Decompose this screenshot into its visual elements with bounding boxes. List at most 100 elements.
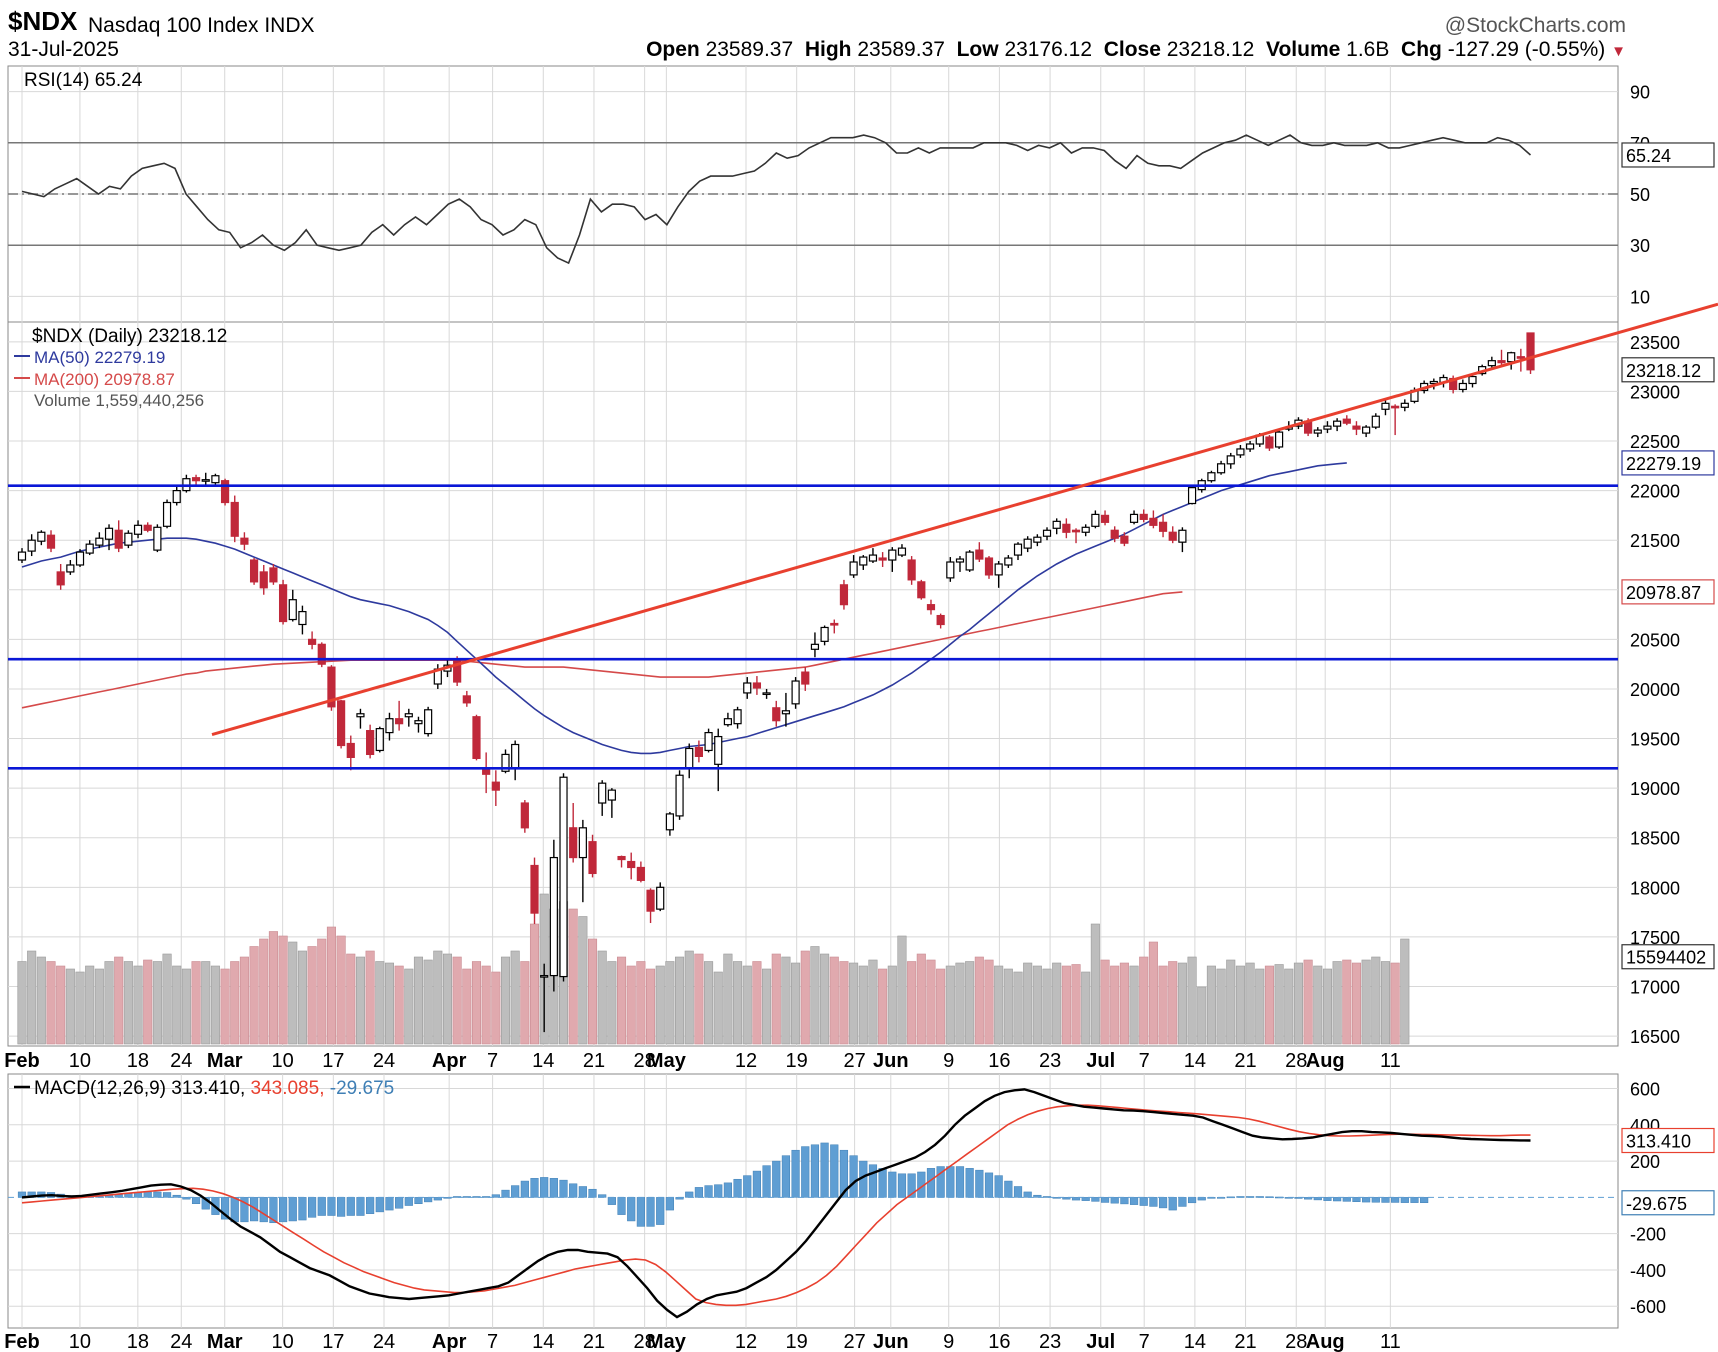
date-tick-label: 14 bbox=[532, 1050, 554, 1072]
date-tick-label: 24 bbox=[170, 1050, 192, 1072]
histogram-bar bbox=[733, 1178, 742, 1198]
candle-body bbox=[994, 563, 1003, 576]
candle-body bbox=[75, 551, 85, 566]
macd-value-badge: -29.675 bbox=[1621, 1190, 1715, 1216]
volume-bar bbox=[762, 968, 772, 1045]
candle-body bbox=[1226, 455, 1235, 465]
date-tick-label: Apr bbox=[432, 1331, 467, 1352]
candle-body bbox=[114, 529, 123, 549]
volume-bar bbox=[984, 959, 994, 1045]
trendline bbox=[211, 302, 1718, 737]
histogram-bar bbox=[1149, 1197, 1158, 1207]
date-tick-label: 7 bbox=[487, 1050, 498, 1072]
volume-bar bbox=[1023, 962, 1033, 1045]
histogram-bar bbox=[375, 1197, 384, 1213]
volume-bar bbox=[375, 961, 385, 1045]
candle-body bbox=[897, 547, 907, 556]
candle-body bbox=[1391, 405, 1400, 409]
candle-body bbox=[153, 526, 162, 551]
date-tick-label: 27 bbox=[843, 1331, 865, 1352]
candle-body bbox=[830, 622, 839, 626]
candle-body bbox=[675, 774, 684, 817]
histogram-bar bbox=[549, 1178, 558, 1198]
histogram-bar bbox=[868, 1164, 878, 1198]
candlesticks bbox=[17, 332, 1535, 1033]
price-tick-label: 19000 bbox=[1630, 779, 1680, 799]
candle-body bbox=[317, 643, 326, 665]
vertical-grid bbox=[21, 66, 1391, 1328]
price-tick-label: 17500 bbox=[1630, 928, 1680, 948]
candle-body bbox=[1013, 543, 1023, 556]
volume-bar bbox=[839, 961, 849, 1045]
candle-body bbox=[888, 549, 897, 561]
quote-date: 31-Jul-2025 bbox=[8, 38, 119, 61]
date-tick-label: 10 bbox=[69, 1331, 91, 1352]
candle-body bbox=[743, 682, 752, 694]
volume-bar bbox=[1380, 961, 1391, 1045]
candle-body bbox=[1091, 513, 1100, 527]
volume-bar bbox=[85, 965, 95, 1045]
candle-body bbox=[984, 557, 994, 576]
candle-body bbox=[665, 813, 674, 831]
date-tick-label: 24 bbox=[373, 1331, 395, 1352]
volume-bar bbox=[365, 950, 375, 1045]
candle-body bbox=[308, 638, 317, 645]
candle-body bbox=[37, 531, 46, 542]
candle-body bbox=[191, 477, 201, 482]
histogram-bar bbox=[1033, 1194, 1042, 1198]
price-value-badge: 23218.12 bbox=[1621, 357, 1715, 383]
date-tick-label: 9 bbox=[943, 1331, 954, 1352]
histogram-bar bbox=[327, 1197, 336, 1216]
ma50-legend: MA(50) 22279.19 bbox=[34, 348, 165, 367]
histogram-bar bbox=[994, 1175, 1003, 1198]
macd-title: MACD(12,26,9) 313.410, 343.085, -29.675 bbox=[34, 1078, 394, 1099]
histogram-bar bbox=[1062, 1197, 1071, 1200]
volume-bar bbox=[181, 968, 191, 1045]
price-tick-label: 22500 bbox=[1630, 432, 1680, 452]
date-tick-label: 7 bbox=[1139, 1331, 1150, 1352]
price-value-badge: 15594402 bbox=[1621, 944, 1715, 970]
histogram-bar bbox=[143, 1191, 152, 1198]
histogram-bar bbox=[1139, 1197, 1148, 1206]
volume-bar bbox=[607, 961, 617, 1045]
date-tick-label: 23 bbox=[1039, 1050, 1061, 1072]
candle-body bbox=[1149, 517, 1158, 526]
volume-bar bbox=[1061, 965, 1071, 1045]
volume-bar bbox=[675, 956, 685, 1045]
volume-bar bbox=[1216, 968, 1226, 1045]
candle-body bbox=[172, 490, 181, 504]
value-badge-text: 23218.12 bbox=[1626, 361, 1701, 381]
volume-bar bbox=[1390, 962, 1400, 1045]
brand-logo[interactable]: @StockCharts.com bbox=[1444, 14, 1626, 37]
histogram-bar bbox=[1081, 1197, 1090, 1201]
volume-bar bbox=[1032, 965, 1042, 1045]
volume-bar bbox=[771, 953, 781, 1045]
date-tick-label: 21 bbox=[1234, 1050, 1256, 1072]
date-tick-label: 14 bbox=[532, 1331, 554, 1352]
volume-bar bbox=[1226, 959, 1236, 1045]
candle-body bbox=[1429, 380, 1438, 385]
volume-bar bbox=[878, 968, 888, 1045]
candle-body bbox=[704, 731, 713, 752]
histogram-bar bbox=[772, 1160, 781, 1198]
histogram-bar bbox=[395, 1197, 404, 1209]
candle-body bbox=[772, 707, 781, 722]
histogram-bar bbox=[965, 1168, 974, 1198]
volume-bar bbox=[1177, 962, 1187, 1045]
candle-body bbox=[1516, 356, 1525, 359]
date-tick-label: 16 bbox=[988, 1331, 1010, 1352]
histogram-bar bbox=[656, 1197, 665, 1225]
candle-body bbox=[849, 561, 858, 576]
histogram-bar bbox=[133, 1192, 143, 1198]
volume-bar bbox=[297, 950, 307, 1045]
date-tick-label: 24 bbox=[170, 1331, 192, 1352]
down-triangle-icon: ▼ bbox=[1611, 43, 1626, 60]
index-full-name: Nasdaq 100 Index bbox=[88, 14, 259, 37]
volume-bar bbox=[1052, 962, 1062, 1045]
volume-bar bbox=[433, 950, 443, 1045]
macd-legend-label: MACD(12,26,9) 313.410, bbox=[34, 1078, 251, 1099]
date-tick-label: 14 bbox=[1184, 1050, 1206, 1072]
histogram-bar bbox=[279, 1197, 288, 1223]
candle-body bbox=[1004, 557, 1013, 566]
candle-body bbox=[1168, 531, 1177, 541]
